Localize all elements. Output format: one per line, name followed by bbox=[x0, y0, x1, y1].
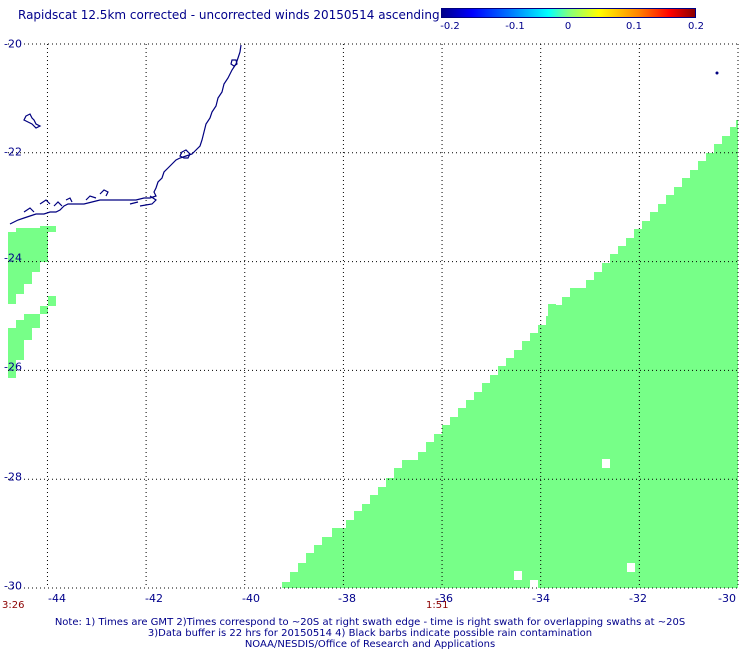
lat-label: -20 bbox=[4, 37, 22, 51]
lat-label: -28 bbox=[4, 470, 22, 484]
lon-label: -40 bbox=[242, 592, 260, 605]
time-label: 1:51 bbox=[426, 600, 449, 611]
lon-label: -36 bbox=[435, 592, 453, 605]
colorbar-tick: -0.2 bbox=[440, 21, 460, 32]
swath-region bbox=[8, 120, 738, 588]
colorbar-tick: 0.1 bbox=[626, 21, 642, 32]
note-line: 3)Data buffer is 22 hrs for 20150514 4) … bbox=[147, 628, 593, 639]
lon-label: -44 bbox=[48, 592, 66, 605]
note-line: NOAA/NESDIS/Office of Research and Appli… bbox=[244, 639, 496, 650]
coastline bbox=[9, 44, 242, 225]
lat-label: -30 bbox=[4, 579, 22, 593]
lon-label: -30 bbox=[718, 592, 736, 605]
island-dot bbox=[715, 71, 719, 75]
colorbar-tick: -0.1 bbox=[505, 21, 525, 32]
colorbar-tick: 0 bbox=[564, 21, 572, 32]
island bbox=[23, 113, 42, 129]
lat-label: -24 bbox=[4, 251, 22, 265]
lon-label: -42 bbox=[145, 592, 163, 605]
bay-inlet bbox=[179, 149, 191, 159]
lon-label: -32 bbox=[629, 592, 647, 605]
lon-label: -38 bbox=[338, 592, 356, 605]
note-line: Note: 1) Times are GMT 2)Times correspon… bbox=[54, 617, 686, 628]
colorbar-gradient bbox=[441, 8, 696, 18]
main-swath bbox=[282, 120, 738, 588]
coastal-swath-upper bbox=[8, 226, 56, 304]
time-label: 3:26 bbox=[2, 600, 25, 611]
coastal-swath-lower bbox=[8, 296, 56, 378]
colorbar-tick: 0.2 bbox=[688, 21, 704, 32]
lat-label: -26 bbox=[4, 360, 22, 374]
lon-label: -34 bbox=[532, 592, 550, 605]
lat-label: -22 bbox=[4, 145, 22, 159]
lagoon bbox=[230, 59, 238, 67]
coastline-detail bbox=[23, 189, 157, 213]
colorbar: -0.2 -0.1 0 0.1 0.2 bbox=[440, 8, 704, 32]
coastline-main bbox=[9, 44, 242, 225]
data-gaps bbox=[514, 459, 635, 588]
map-title: Rapidscat 12.5km corrected - uncorrected… bbox=[18, 8, 440, 22]
graticule bbox=[8, 43, 739, 589]
